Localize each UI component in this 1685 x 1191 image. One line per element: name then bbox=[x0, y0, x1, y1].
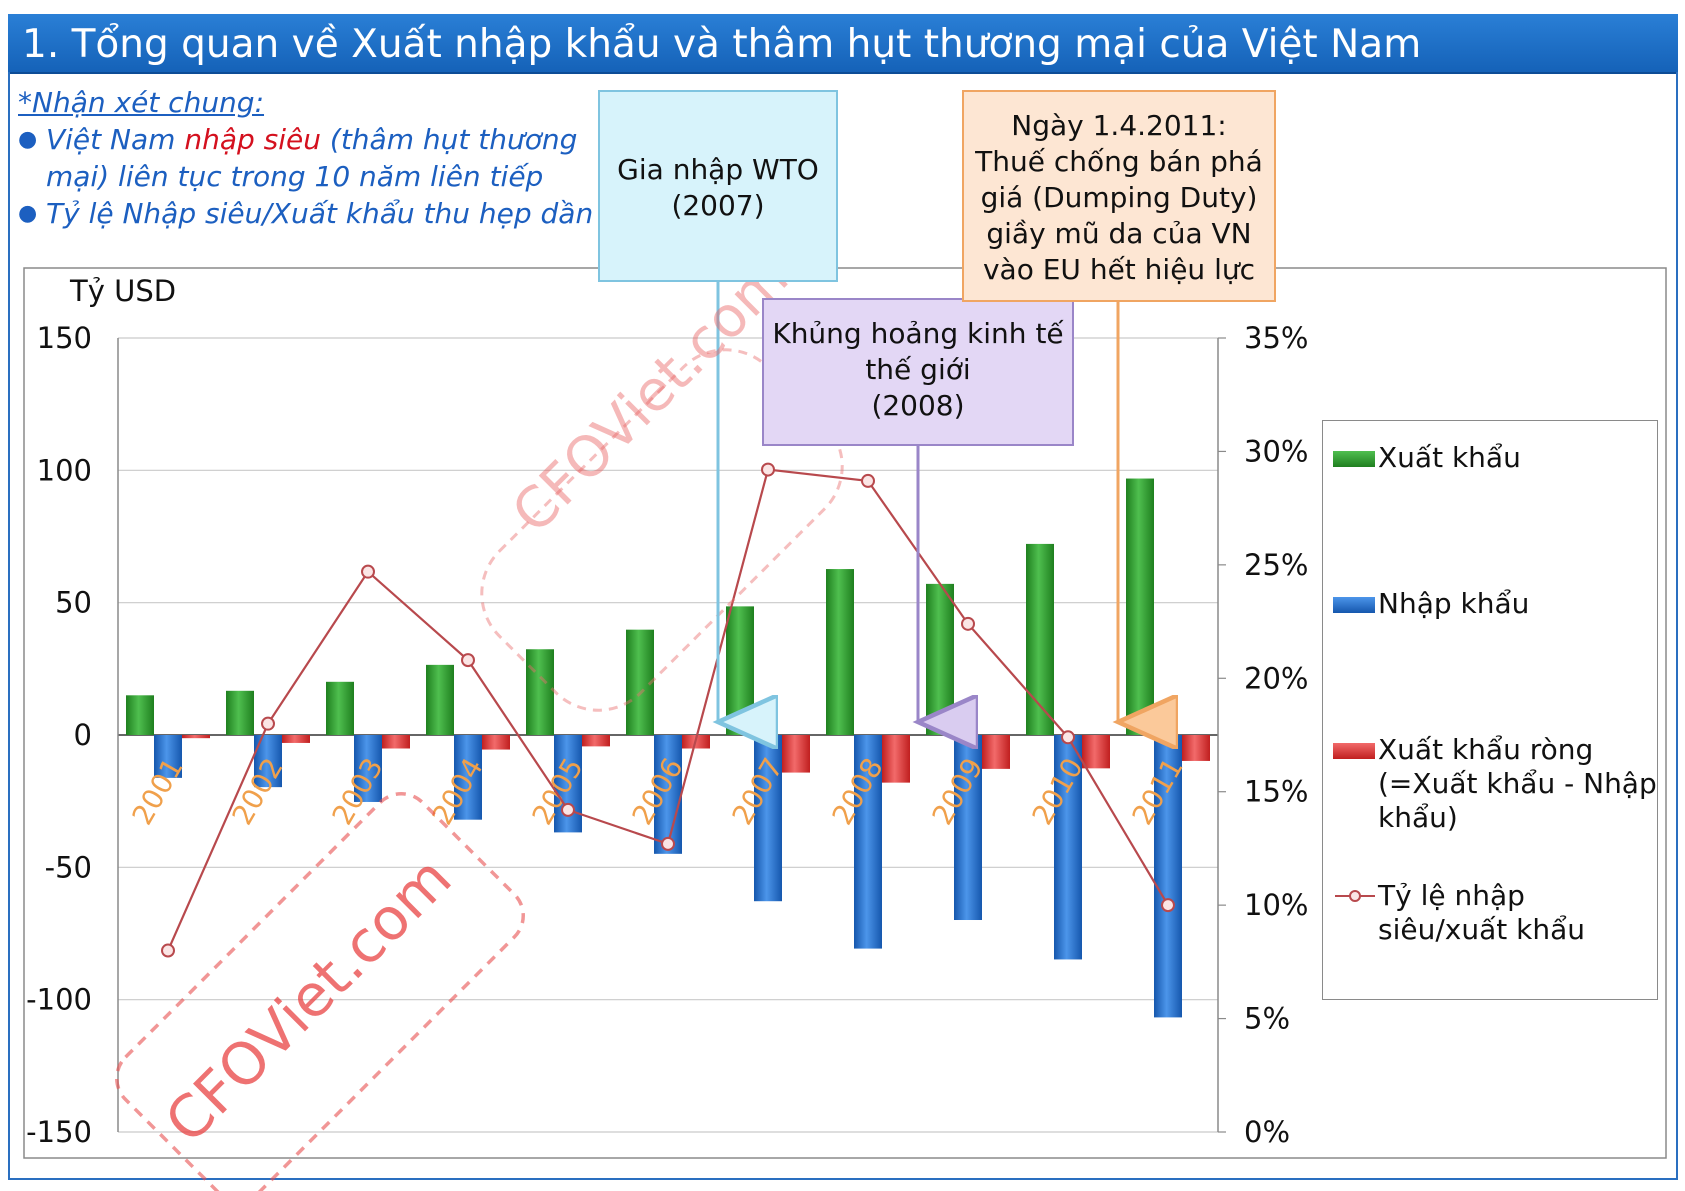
bar-import bbox=[1154, 735, 1182, 1018]
y-tick-label: -50 bbox=[45, 850, 92, 884]
bar-import bbox=[1054, 735, 1082, 960]
chart-legend: Xuất khẩu Nhập khẩu Xuất khẩu ròng (=Xuấ… bbox=[1322, 420, 1658, 1000]
bar-net bbox=[1182, 735, 1210, 761]
bar-export bbox=[1026, 543, 1054, 735]
bar-export bbox=[126, 695, 154, 735]
y-axis-unit: Tỷ USD bbox=[70, 274, 177, 308]
bar-import bbox=[454, 735, 482, 820]
legend-label-export: Xuất khẩu bbox=[1378, 441, 1521, 474]
ratio-point bbox=[661, 836, 675, 851]
ratio-point bbox=[1061, 730, 1075, 745]
bar-import bbox=[954, 735, 982, 921]
legend-swatch-import bbox=[1333, 597, 1375, 613]
bar-net bbox=[782, 735, 810, 773]
legend-swatch-ratio bbox=[1335, 890, 1375, 902]
notes-heading: *Nhận xét chung: bbox=[18, 86, 265, 119]
bar-net bbox=[182, 735, 210, 739]
callout-duty-line: Ngày 1.4.2011: bbox=[1011, 109, 1227, 142]
y2-tick-label: 35% bbox=[1244, 321, 1308, 355]
bar-import bbox=[154, 735, 182, 778]
bar-export bbox=[726, 606, 754, 735]
callout-duty-line: giá (Dumping Duty) bbox=[980, 181, 1258, 214]
note-item-2: Tỷ lệ Nhập siêu/Xuất khẩu thu hẹp dần bbox=[18, 195, 593, 232]
callout-duty: Ngày 1.4.2011: Thuế chống bán phá giá (D… bbox=[962, 90, 1276, 302]
y-tick-label: -150 bbox=[26, 1115, 92, 1149]
bar-import bbox=[354, 735, 382, 802]
note-item-1: Việt Nam nhập siêu (thâm hụt thương bbox=[18, 121, 593, 158]
page-title: 1. Tổng quan về Xuất nhập khẩu và thâm h… bbox=[22, 22, 1422, 67]
ratio-point bbox=[461, 653, 475, 668]
legend-label-import: Nhập khẩu bbox=[1378, 587, 1530, 620]
y-tick-label: 50 bbox=[55, 586, 92, 620]
ratio-point bbox=[861, 473, 875, 488]
note-1-pre: Việt Nam bbox=[46, 123, 185, 156]
bar-net bbox=[882, 735, 910, 783]
legend-swatch-net bbox=[1333, 743, 1375, 759]
bar-net bbox=[1082, 735, 1110, 769]
bar-net bbox=[582, 735, 610, 747]
watermark-frame-1 bbox=[480, 348, 844, 712]
ratio-point bbox=[561, 802, 575, 817]
bar-net bbox=[982, 735, 1010, 769]
bar-export bbox=[1126, 478, 1154, 735]
callout-crisis-line: thế giới bbox=[865, 353, 971, 386]
legend-swatch-export bbox=[1333, 451, 1375, 467]
bar-export bbox=[226, 690, 254, 735]
bar-export bbox=[526, 649, 554, 735]
callout-crisis: Khủng hoảng kinh tế thế giới (2008) bbox=[762, 298, 1074, 446]
ratio-point bbox=[961, 616, 975, 631]
y2-tick-label: 30% bbox=[1244, 434, 1308, 468]
y2-tick-label: 15% bbox=[1244, 775, 1308, 809]
note-1-post: (thâm hụt thương bbox=[321, 123, 578, 156]
callout-duty-line: giầy mũ da của VN bbox=[986, 217, 1252, 250]
watermark-frame-2 bbox=[115, 792, 525, 1191]
bar-net bbox=[482, 735, 510, 750]
title-bar: 1. Tổng quan về Xuất nhập khẩu và thâm h… bbox=[8, 14, 1678, 74]
bar-export bbox=[426, 664, 454, 735]
x-tick-label: 2001 bbox=[125, 752, 189, 830]
bar-export bbox=[626, 629, 654, 735]
y2-tick-label: 5% bbox=[1244, 1002, 1290, 1036]
ratio-point bbox=[361, 564, 375, 579]
y2-tick-label: 20% bbox=[1244, 661, 1308, 695]
bar-import bbox=[854, 735, 882, 949]
ratio-line bbox=[166, 468, 1169, 951]
y2-tick-label: 10% bbox=[1244, 888, 1308, 922]
bar-net bbox=[282, 735, 310, 743]
note-1-highlight: nhập siêu bbox=[184, 123, 321, 156]
callout-wto: Gia nhập WTO (2007) bbox=[598, 90, 838, 282]
callout-crisis-line: (2008) bbox=[871, 389, 965, 422]
bar-import bbox=[754, 735, 782, 902]
callout-crisis-line: Khủng hoảng kinh tế bbox=[772, 317, 1064, 350]
bar-export bbox=[926, 583, 954, 735]
callout-wto-line: (2007) bbox=[671, 189, 765, 222]
ratio-point bbox=[1161, 898, 1175, 913]
y-tick-label: 100 bbox=[37, 453, 92, 487]
legend-label-net: Xuất khẩu ròng (=Xuất khẩu - Nhập khẩu) bbox=[1378, 733, 1657, 834]
ratio-point bbox=[761, 462, 775, 477]
note-1-continued: mại) liên tục trong 10 năm liên tiếp bbox=[46, 160, 544, 193]
bar-net bbox=[382, 735, 410, 749]
y2-tick-label: 25% bbox=[1244, 548, 1308, 582]
x-tick-label: 2002 bbox=[225, 752, 289, 830]
chart-area-border bbox=[23, 267, 1667, 1159]
callout-duty-line: Thuế chống bán phá bbox=[975, 145, 1263, 178]
y-tick-label: 0 bbox=[74, 718, 92, 752]
ratio-point bbox=[261, 716, 275, 731]
callout-duty-line: vào EU hết hiệu lực bbox=[982, 253, 1255, 286]
y-tick-label: 150 bbox=[37, 321, 92, 355]
callout-wto-line: Gia nhập WTO bbox=[617, 153, 819, 186]
y2-tick-label: 0% bbox=[1244, 1115, 1290, 1149]
bar-import bbox=[654, 735, 682, 854]
notes-block: *Nhận xét chung: Việt Nam nhập siêu (thâ… bbox=[18, 84, 593, 232]
slide-frame bbox=[8, 72, 1678, 1180]
bar-export bbox=[326, 681, 354, 735]
bar-export bbox=[826, 569, 854, 735]
ratio-point bbox=[161, 943, 175, 958]
legend-label-ratio: Tỷ lệ nhập siêu/xuất khẩu bbox=[1378, 879, 1585, 946]
y-tick-label: -100 bbox=[26, 983, 92, 1017]
